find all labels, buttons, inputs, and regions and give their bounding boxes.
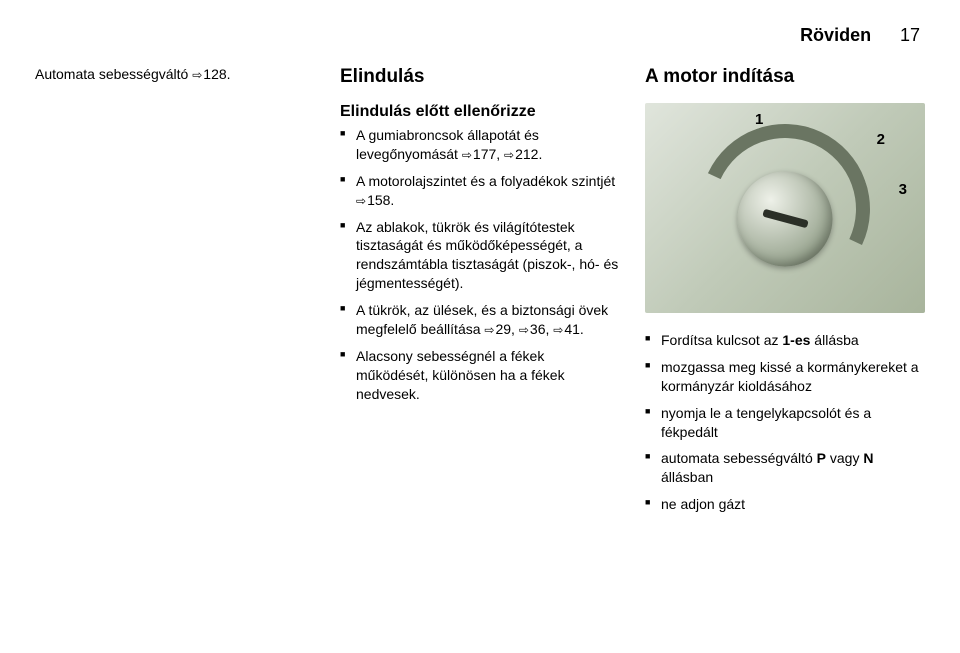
section-heading-motor-inditasa: A motor indítása (645, 66, 925, 88)
subsection-heading-ellenorizze: Elindulás előtt ellenőrizze (340, 103, 620, 121)
section-heading-elindulas: Elindulás (340, 66, 620, 88)
start-engine-steps: Fordítsa kulcsot az 1-es állásba mozgass… (645, 331, 925, 514)
intro-line: Automata sebességváltó 128. (35, 66, 315, 82)
ref-link: 36, (519, 321, 553, 337)
item-text: automata sebességváltó (661, 450, 817, 466)
list-item: automata sebességváltó P vagy N állásban (645, 449, 925, 487)
figure-label-3: 3 (899, 181, 907, 198)
column-left: Automata sebességváltó 128. (35, 66, 315, 522)
list-item: Alacsony sebességnél a fékek működését, … (340, 347, 620, 404)
list-item: ne adjon gázt (645, 495, 925, 514)
item-text: állásban (661, 469, 713, 485)
item-text: Alacsony sebességnél a fékek működését, … (356, 348, 565, 402)
ignition-knob-icon (738, 171, 833, 266)
bold-text: P (817, 450, 826, 466)
item-text: nyomja le a tengelykapcsolót és a fékped… (661, 405, 871, 440)
ref-link: 29, (484, 321, 518, 337)
item-text: A motorolajszintet és a folyadékok szint… (356, 173, 615, 189)
list-item: A gumiabroncsok állapotát és levegőnyomá… (340, 126, 620, 164)
item-text: ne adjon gázt (661, 496, 745, 512)
key-slot-icon (762, 209, 809, 229)
item-text: Az ablakok, tükrök és világítótestek tis… (356, 219, 618, 292)
bold-text: N (863, 450, 873, 466)
ref-link: 41. (553, 321, 584, 337)
chapter-title: Röviden (800, 25, 871, 45)
column-middle: Elindulás Elindulás előtt ellenőrizze A … (340, 66, 620, 522)
column-right: A motor indítása 1 2 3 Fordítsa kulcsot … (645, 66, 925, 522)
item-text: állásba (810, 332, 858, 348)
list-item: A motorolajszintet és a folyadékok szint… (340, 172, 620, 210)
ignition-figure: 1 2 3 (645, 103, 925, 313)
ref-link: 177, (462, 146, 504, 162)
figure-label-1: 1 (755, 111, 763, 128)
ref-link: 128. (192, 66, 230, 82)
list-item: Az ablakok, tükrök és világítótestek tis… (340, 218, 620, 294)
list-item: A tükrök, az ülések, és a biztonsági öve… (340, 301, 620, 339)
checklist-before-start: A gumiabroncsok állapotát és levegőnyomá… (340, 126, 620, 404)
item-text: vagy (826, 450, 863, 466)
page-number: 17 (900, 25, 920, 46)
ref-link: 212. (504, 146, 542, 162)
item-text: mozgassa meg kissé a kormánykereket a ko… (661, 359, 919, 394)
intro-text: Automata sebességváltó (35, 66, 192, 82)
item-text: Fordítsa kulcsot az (661, 332, 782, 348)
list-item: nyomja le a tengelykapcsolót és a fékped… (645, 404, 925, 442)
list-item: Fordítsa kulcsot az 1-es állásba (645, 331, 925, 350)
list-item: mozgassa meg kissé a kormánykereket a ko… (645, 358, 925, 396)
ref-link: 158. (356, 192, 394, 208)
bold-text: 1-es (782, 332, 810, 348)
page-header: Röviden 17 (35, 25, 925, 46)
figure-label-2: 2 (877, 131, 885, 148)
